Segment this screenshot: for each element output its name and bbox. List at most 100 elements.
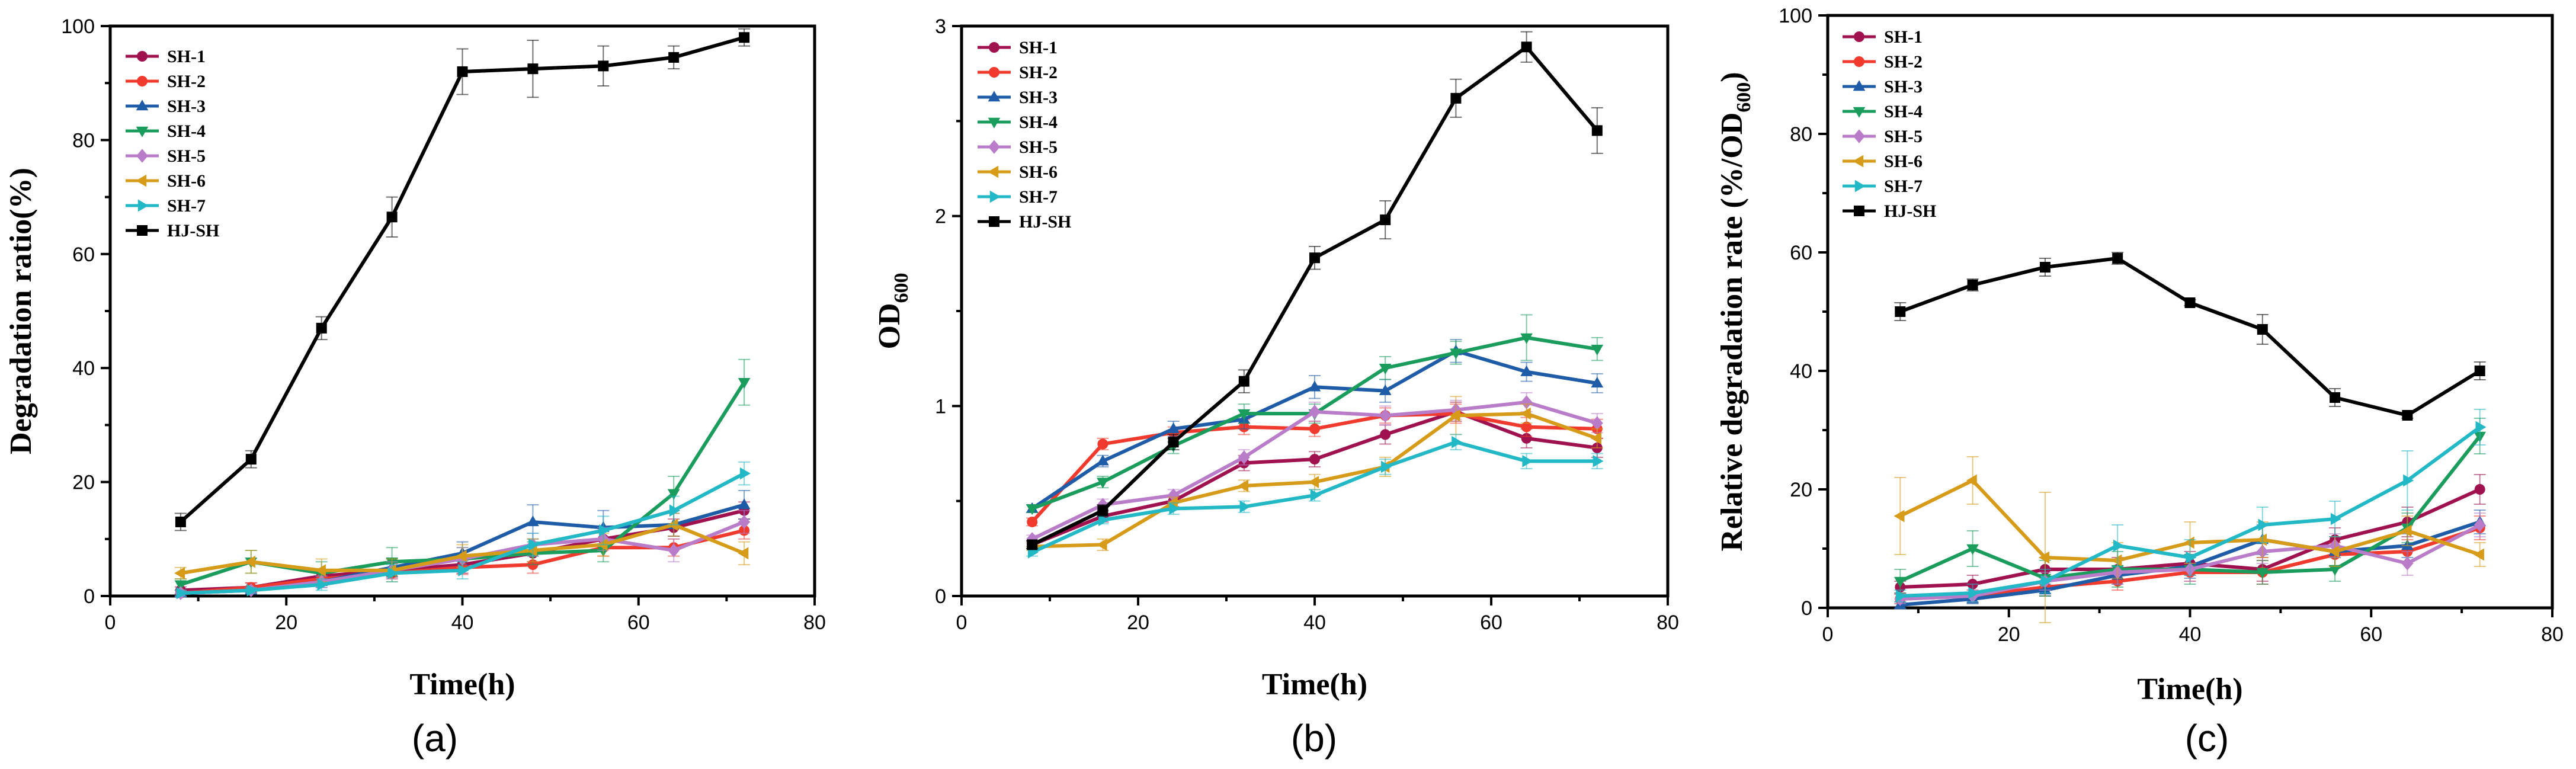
y-tick-label: 20 (1790, 479, 1812, 501)
series-hj-sh (1894, 252, 2486, 421)
data-point (2401, 556, 2414, 571)
data-point (1308, 380, 1321, 392)
caption-b: (b) (1291, 717, 1337, 760)
data-point (1309, 405, 1321, 419)
data-point (2403, 474, 2414, 487)
data-point (739, 32, 750, 43)
y-tick-label: 100 (1779, 5, 1812, 27)
y-axis-title-subscript: 600 (1733, 82, 1755, 113)
x-tick-label: 40 (451, 611, 474, 634)
data-point (1097, 454, 1109, 466)
legend-item: SH-4 (126, 121, 206, 141)
x-tick-label: 60 (627, 611, 650, 634)
y-axis-title: OD600 (873, 273, 912, 350)
legend-label: SH-1 (1019, 38, 1058, 57)
legend-item: SH-2 (126, 72, 206, 91)
panel-c-relative-degradation-rate: 0 20 40 60 80 0 20 40 60 80 100 Time(h) Relative deg… (1715, 5, 2564, 706)
data-point (1168, 437, 1179, 448)
legend-marker (1853, 155, 1864, 168)
data-point (1309, 423, 1320, 434)
legend-item: SH-4 (978, 113, 1058, 132)
y-tick-label: 100 (61, 15, 95, 38)
data-point (1521, 421, 1532, 432)
data-point (1896, 589, 1907, 603)
data-point (2330, 392, 2341, 403)
data-point (2473, 548, 2484, 561)
data-point (1893, 576, 1907, 588)
data-point (456, 550, 467, 563)
data-point (1379, 364, 1392, 374)
data-point (2111, 554, 2122, 567)
legend-marker (137, 199, 149, 212)
y-tick-label: 20 (72, 472, 95, 494)
legend-item: SH-4 (1843, 102, 1923, 121)
legend-label: SH-2 (167, 72, 206, 91)
legend-item: SH-6 (126, 171, 206, 191)
legend-item: SH-6 (1843, 152, 1923, 171)
x-tick-label: 20 (1998, 623, 2020, 646)
legend-marker (136, 149, 148, 163)
data-point (1027, 516, 1038, 527)
y-axis-title-end: ) (1715, 72, 1749, 82)
data-point (1452, 435, 1463, 448)
legend-marker (988, 91, 1001, 102)
data-point (1967, 280, 1978, 290)
y-tick-label: 0 (935, 585, 946, 608)
data-point (1895, 306, 1906, 317)
y-axis-title-subscript: 600 (890, 273, 912, 303)
data-point (1520, 407, 1531, 420)
y-axis-title-main: Relative degradation rate (%/OD (1715, 113, 1749, 552)
data-point (1238, 450, 1250, 464)
y-tick-label: 80 (1790, 123, 1812, 146)
legend-marker (988, 165, 999, 178)
data-point (1591, 125, 1603, 136)
data-point (174, 580, 187, 591)
legend-label: SH-4 (1019, 113, 1058, 132)
legend-item: SH-1 (1843, 27, 1923, 47)
data-point (738, 547, 749, 560)
data-point (316, 322, 327, 334)
legend-label: SH-1 (1884, 27, 1923, 47)
data-point (1167, 488, 1180, 502)
legend-marker (989, 190, 1001, 203)
data-point (2330, 512, 2341, 526)
data-point (2402, 410, 2413, 421)
data-point (2475, 421, 2487, 434)
data-point (245, 454, 257, 465)
y-tick-label: 0 (84, 585, 95, 608)
legend-item: HJ-SH (1843, 201, 1936, 221)
y-tick-label: 60 (1790, 242, 1812, 264)
legend-item: SH-5 (126, 146, 206, 166)
data-point (1521, 432, 1532, 444)
data-point (668, 52, 680, 63)
legend-label: HJ-SH (1884, 201, 1936, 221)
legend-item: SH-5 (1843, 127, 1923, 146)
data-point (1380, 214, 1391, 226)
data-point (2328, 545, 2340, 558)
legend-marker (1853, 107, 1866, 118)
data-point (2474, 484, 2485, 495)
data-point (174, 567, 185, 579)
data-point (458, 564, 469, 577)
data-point (1169, 502, 1180, 515)
x-tick-label: 80 (2541, 623, 2564, 646)
y-tick-label: 3 (935, 15, 946, 38)
legend-label: SH-6 (1019, 162, 1058, 182)
x-tick-label: 40 (1303, 611, 1326, 634)
legend-item: SH-2 (978, 63, 1058, 82)
data-point (1239, 500, 1251, 513)
legend-item: SH-3 (978, 88, 1058, 107)
y-tick-label: 80 (72, 129, 95, 152)
data-point (667, 489, 680, 500)
legend-marker (1854, 180, 1866, 193)
legend-label: SH-7 (1019, 187, 1058, 207)
plot-frame (960, 24, 1670, 598)
x-tick-label: 0 (105, 611, 116, 634)
data-point (315, 564, 326, 577)
legend-item: HJ-SH (126, 221, 219, 241)
data-point (2474, 366, 2485, 376)
data-point (668, 543, 680, 557)
data-point (1520, 365, 1533, 376)
data-point (1591, 344, 1604, 355)
legend-marker (1853, 129, 1865, 143)
